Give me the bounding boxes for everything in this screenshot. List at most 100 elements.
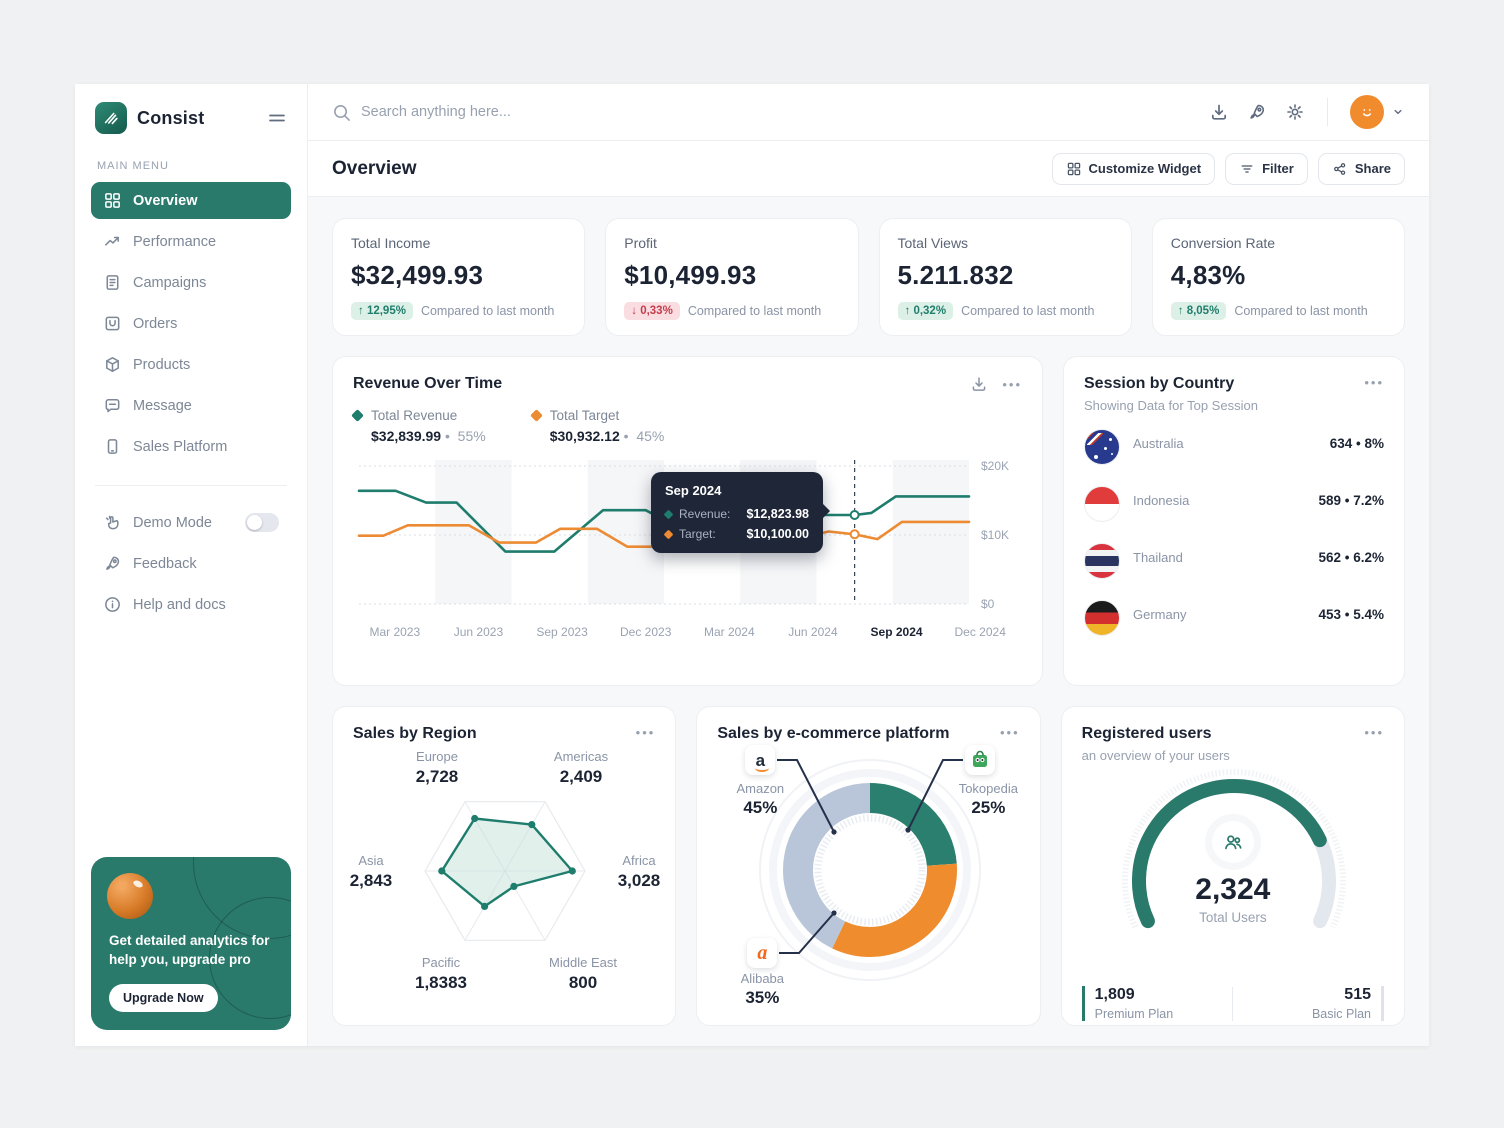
settings-gear-icon[interactable] — [1285, 102, 1305, 122]
customize-widget-button[interactable]: Customize Widget — [1051, 152, 1216, 185]
more-options-icon[interactable]: ••• — [1002, 376, 1022, 392]
sidebar-item-help-and-docs[interactable]: Help and docs — [91, 586, 291, 623]
sidebar-item-label: Performance — [133, 233, 217, 250]
basic-plan-stat: 515 Basic Plan — [1247, 986, 1384, 1021]
upgrade-text: Get detailed analytics for help you, upg… — [109, 932, 270, 968]
revenue-over-time-card: Revenue Over Time ••• Total Revenue $32,… — [332, 356, 1043, 686]
donut-chart — [759, 759, 982, 981]
sessions-card-subtitle: Showing Data for Top Session — [1084, 398, 1258, 413]
alibaba-icon: a — [747, 938, 778, 968]
chart-tooltip: Sep 2024 Revenue: $12,823.98 Target: $10,1… — [651, 472, 830, 553]
registered-users-card: Registered users an overview of your use… — [1060, 706, 1405, 1026]
info-icon — [103, 595, 122, 614]
x-axis-tick: Jun 2023 — [453, 625, 504, 639]
more-options-icon[interactable]: ••• — [635, 725, 656, 740]
x-axis-tick: Mar 2023 — [369, 625, 421, 639]
donut-callout-lines — [777, 759, 964, 954]
sidebar-item-label: Orders — [133, 315, 178, 332]
axis-name: Africa — [622, 853, 656, 868]
radar-card-title: Sales by Region — [353, 725, 477, 742]
sidebar-item-products[interactable]: Products — [91, 346, 291, 383]
share-button[interactable]: Share — [1317, 152, 1405, 185]
sidebar-item-label: Feedback — [133, 555, 197, 572]
axis-name: Europe — [416, 749, 458, 764]
box-icon — [103, 355, 122, 374]
svg-text:$0: $0 — [981, 597, 995, 611]
more-options-icon[interactable]: ••• — [1364, 725, 1384, 740]
sidebar-item-orders[interactable]: Orders — [91, 305, 291, 342]
sidebar-item-label: Campaigns — [133, 274, 207, 291]
button-label: Share — [1354, 161, 1391, 176]
filter-button[interactable]: Filter — [1225, 152, 1308, 185]
country-name: Indonesia — [1133, 493, 1190, 508]
plan-breakdown: 1,809 Premium Plan 515 Basic Plan — [1081, 986, 1384, 1021]
grid-icon — [1066, 161, 1082, 177]
users-icon — [1211, 821, 1254, 863]
sidebar-item-sales-platform[interactable]: Sales Platform — [91, 428, 291, 465]
topbar-divider — [1327, 98, 1328, 126]
sidebar-item-feedback[interactable]: Feedback — [91, 545, 291, 582]
grid-icon — [103, 191, 122, 210]
axis-name: Americas — [553, 749, 609, 764]
x-axis-tick: Sep 2023 — [536, 625, 588, 639]
upgrade-now-button[interactable]: Upgrade Now — [109, 984, 218, 1012]
rocket-icon[interactable] — [1247, 102, 1267, 122]
legend-item-total-target: Total Target $30,932.12 • 45% — [529, 407, 664, 444]
orders-icon — [103, 314, 122, 333]
sidebar-collapse-button[interactable] — [267, 108, 287, 128]
user-avatar — [1350, 95, 1384, 129]
search-input[interactable] — [361, 104, 781, 120]
user-menu[interactable] — [1350, 95, 1405, 129]
more-options-icon[interactable]: ••• — [1364, 375, 1384, 390]
stat-value: $10,499.93 — [624, 260, 757, 290]
legend-item-total-revenue: Total Revenue $32,839.99 • 55% — [351, 407, 486, 444]
stat-card-conversion-rate: Conversion Rate 4,83% ↑ 8,05% Compared t… — [1151, 218, 1405, 336]
radar-axis-pacific: Pacific 1,8383 — [399, 955, 483, 993]
legend-name: Total Target — [549, 408, 620, 423]
stat-delta-badge: ↓ 0,33% — [624, 302, 680, 320]
download-icon[interactable] — [1209, 102, 1229, 122]
sidebar-item-message[interactable]: Message — [91, 387, 291, 424]
chart-download-icon[interactable] — [970, 375, 988, 393]
country-stat: 589 • 7.2% — [1318, 493, 1384, 508]
demo-mode-toggle[interactable] — [245, 513, 279, 532]
country-row-germany: Germany 453 • 5.4% — [1084, 600, 1384, 636]
axis-value: 800 — [568, 973, 598, 992]
tooltip-marker-icon — [663, 529, 674, 539]
radar-axis-americas: Americas 2,409 — [539, 749, 623, 787]
tooltip-title: Sep 2024 — [665, 483, 722, 498]
more-options-icon[interactable]: ••• — [1000, 725, 1020, 740]
sidebar-item-overview[interactable]: Overview — [91, 182, 291, 219]
legend-name: Total Revenue — [371, 408, 458, 423]
x-axis-tick: Dec 2023 — [620, 625, 672, 639]
page-title: Overview — [332, 157, 417, 179]
search-icon — [332, 103, 351, 122]
gauge-chart — [1121, 769, 1346, 929]
sidebar-secondary-nav: Demo Mode Feedback Help and docs — [91, 504, 291, 627]
stat-value: $32,499.93 — [351, 260, 484, 290]
chat-icon — [103, 396, 122, 415]
country-row-australia: Australia 634 • 8% — [1084, 429, 1384, 465]
rocket-icon — [103, 554, 122, 573]
axis-value: 1,8383 — [415, 973, 467, 992]
axis-value: 2,843 — [349, 871, 393, 890]
sidebar-nav: Overview Performance Campaigns Orders Produc… — [91, 182, 291, 469]
gauge-card-subtitle: an overview of your users — [1081, 748, 1230, 763]
germany-flag-icon — [1084, 600, 1120, 636]
sidebar-item-demo-mode[interactable]: Demo Mode — [91, 504, 291, 541]
topbar — [308, 84, 1429, 141]
gauge-card-title: Registered users — [1081, 725, 1212, 742]
total-users-value: 2,324 — [1195, 873, 1271, 906]
stat-delta-badge: ↑ 12,95% — [351, 302, 413, 320]
brand-name: Consist — [137, 107, 205, 128]
legend-value: $32,839.99 • 55% — [371, 428, 486, 444]
axis-name: Pacific — [421, 955, 461, 970]
legend-marker-icon — [529, 409, 543, 422]
stat-note: Compared to last month — [420, 304, 555, 318]
country-name: Australia — [1133, 436, 1184, 451]
sidebar-item-performance[interactable]: Performance — [91, 223, 291, 260]
sidebar: Consist MAIN MENU Overview Performance Cam… — [75, 84, 308, 1046]
australia-flag-icon — [1084, 429, 1120, 465]
x-axis-tick: Sep 2024 — [870, 625, 923, 639]
sidebar-item-campaigns[interactable]: Campaigns — [91, 264, 291, 301]
